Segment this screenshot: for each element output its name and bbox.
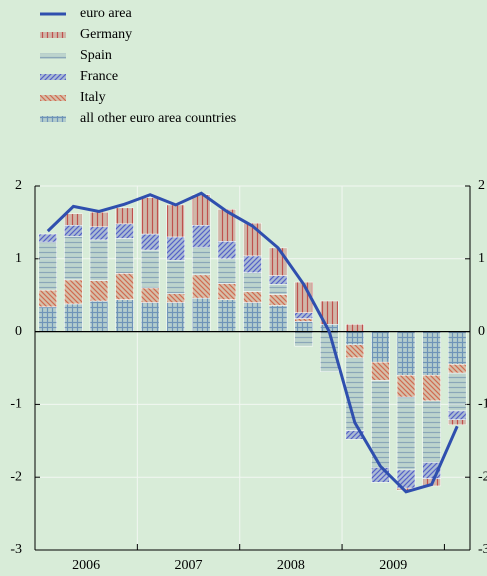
bar-segment [64,279,83,305]
bar-segment [64,225,83,237]
bar-segment [217,283,237,300]
bar-segment [448,410,467,420]
bar-segment [115,207,134,225]
legend-swatch [40,53,66,59]
bar-segment [396,331,416,376]
bar-segment [294,321,313,332]
bar-segment [38,233,57,243]
y2-tick-label: -2 [478,469,487,484]
bar-segment [166,302,185,332]
legend-swatch [40,74,66,80]
y-tick-label: 0 [15,324,22,339]
bar-segment [268,284,288,295]
bar-segment [38,306,57,332]
bar-segment [448,419,467,426]
legend-swatch [40,95,66,101]
bar-segment [217,299,237,332]
bar-segment [140,197,160,235]
bar-segment [217,209,237,242]
legend-label: all other euro area countries [80,111,236,126]
x-tick-label: 2007 [175,558,203,573]
bar-segment [89,239,109,281]
bar-segment [294,318,313,322]
bar-segment [396,396,416,471]
bar-segment [64,303,83,332]
bar-segment [217,241,237,260]
bar-segment [448,364,467,374]
bar-segment [422,331,441,376]
bar-segment [243,222,262,257]
bar-segment [294,312,313,319]
bar-segment [345,344,365,359]
bar-segment [422,375,441,402]
bar-segment [89,211,109,228]
bar-segment [294,331,313,347]
y2-tick-label: 2 [478,178,485,193]
bar-segment [371,361,390,381]
bar-segment [38,289,57,308]
bar-segment [166,204,185,238]
bar-segment [448,372,467,412]
y-tick-label: -1 [10,397,22,412]
bar-segment [140,249,160,289]
bar-segment [345,331,365,345]
legend-swatch [40,32,66,38]
bar-segment [192,297,211,332]
bar-segment [192,274,211,299]
bar-segment [89,226,109,241]
legend-label: France [80,69,118,84]
bar-segment [243,302,262,332]
bar-segment [64,235,83,281]
bar-segment [268,275,288,285]
x-tick-label: 2008 [277,558,305,573]
bar-segment [448,331,467,365]
bar-segment [243,272,262,292]
bar-segment [140,302,160,332]
legend-label: Italy [80,90,106,105]
bar-segment [38,241,57,291]
bar-segment [115,223,134,239]
bar-segment [371,467,390,483]
legend-swatch [40,116,66,122]
x-tick-label: 2006 [72,558,100,573]
bar-segment [115,299,134,332]
bar-segment [115,238,134,274]
bar-segment [371,331,390,363]
bar-segment [268,305,288,332]
y-tick-label: 2 [15,178,22,193]
bar-segment [192,225,211,248]
bar-segment [166,293,185,303]
bar-segment [217,258,237,284]
bar-segment [89,300,109,332]
bar-segment [64,213,83,226]
bar-segment [422,400,441,463]
legend-label: euro area [80,6,132,21]
bar-segment [192,246,211,276]
y-tick-label: -2 [10,469,22,484]
y2-tick-label: -3 [478,542,487,557]
y2-tick-label: 0 [478,324,485,339]
y2-tick-label: -1 [478,397,487,412]
bar-segment [115,273,134,300]
legend-label: Spain [80,48,112,63]
bar-segment [166,260,185,294]
bar-segment [140,287,160,303]
legend-label: Germany [80,27,132,42]
bar-segment [345,324,365,332]
y-tick-label: -3 [10,542,22,557]
bar-segment [140,233,160,251]
y-tick-label: 1 [15,251,22,266]
bar-segment [166,236,185,261]
bar-segment [268,294,288,306]
y2-tick-label: 1 [478,251,485,266]
x-tick-label: 2009 [379,558,407,573]
bar-segment [243,291,262,303]
bar-segment [396,375,416,398]
bar-segment [243,255,262,273]
line [46,191,459,494]
bar-segment [268,247,288,276]
bar-segment [89,280,109,302]
